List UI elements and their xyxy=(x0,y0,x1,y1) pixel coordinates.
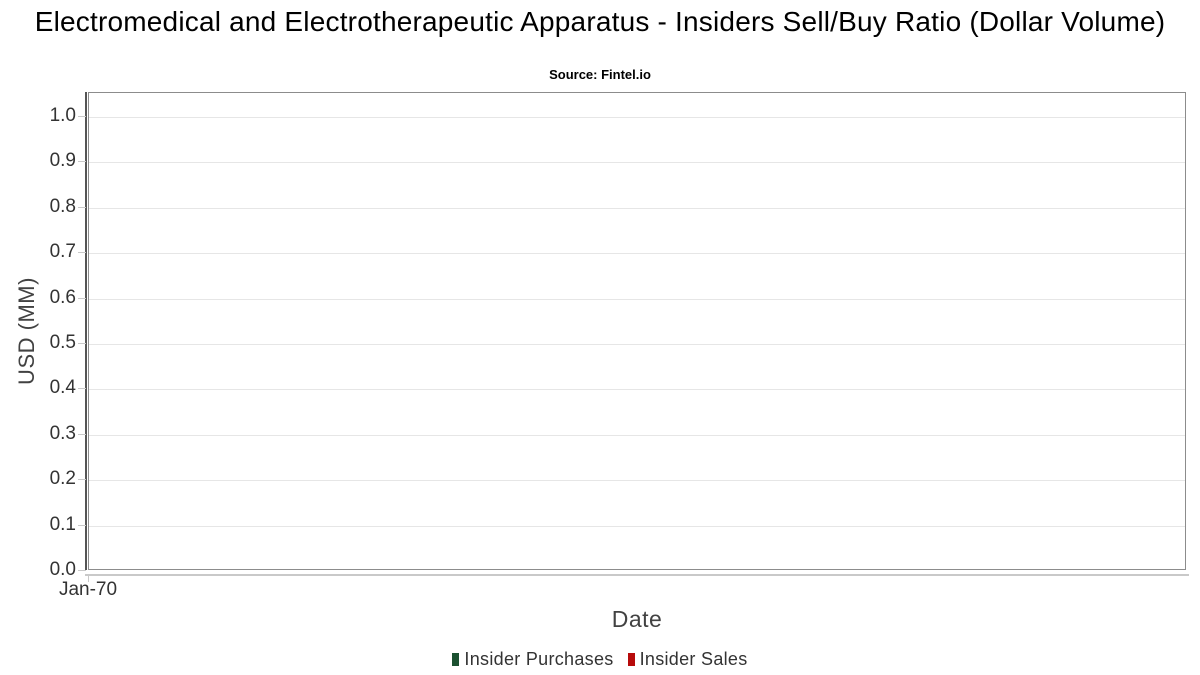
gridline xyxy=(89,298,1185,300)
chart-title: Electromedical and Electrotherapeutic Ap… xyxy=(34,6,1166,37)
plot-area xyxy=(88,92,1186,570)
y-tick xyxy=(78,388,86,390)
gridline xyxy=(89,162,1185,164)
gridline xyxy=(89,525,1185,527)
y-tick xyxy=(78,479,86,481)
y-tick xyxy=(78,524,86,526)
y-tick-label: 0.2 xyxy=(49,468,76,490)
y-tick xyxy=(78,206,86,208)
gridline xyxy=(89,344,1185,345)
y-tick-label: 0.3 xyxy=(49,422,76,444)
y-tick xyxy=(78,570,86,571)
y-tick xyxy=(78,161,86,163)
legend: Insider Purchases Insider Sales xyxy=(0,646,1200,672)
y-tick-label: 0.0 xyxy=(49,559,76,580)
y-axis-line xyxy=(85,92,87,570)
gridline xyxy=(89,480,1185,482)
y-tick xyxy=(78,116,86,117)
x-tick xyxy=(88,574,89,582)
y-tick-label: 0.6 xyxy=(49,286,76,308)
gridline xyxy=(89,253,1185,255)
legend-marker-sales-icon xyxy=(627,652,635,666)
y-tick xyxy=(78,297,86,299)
y-tick-label: 0.5 xyxy=(49,332,76,353)
legend-label: Insider Sales xyxy=(639,648,748,669)
y-tick-label: 0.7 xyxy=(49,241,76,263)
y-tick-label: 0.1 xyxy=(49,513,76,535)
legend-item-sales[interactable]: Insider Sales xyxy=(627,648,748,670)
x-axis-line xyxy=(85,574,1189,576)
y-tick-label: 0.4 xyxy=(49,377,76,399)
x-axis-title: Date xyxy=(611,606,663,632)
y-tick-label: 0.8 xyxy=(49,195,76,217)
gridline xyxy=(89,434,1185,436)
x-tick-label: Jan-70 xyxy=(58,579,118,600)
y-tick-label: 1.0 xyxy=(49,105,76,126)
gridline xyxy=(89,207,1185,209)
legend-label: Insider Purchases xyxy=(464,648,614,669)
gridline xyxy=(89,389,1185,391)
legend-marker-purchases-icon xyxy=(452,652,460,666)
chart-subtitle: Source: Fintel.io xyxy=(549,67,651,82)
y-tick xyxy=(78,252,86,254)
y-tick xyxy=(78,433,86,435)
y-tick xyxy=(78,343,86,344)
legend-item-purchases[interactable]: Insider Purchases xyxy=(452,649,613,670)
gridline xyxy=(89,117,1185,118)
y-tick-label: 0.9 xyxy=(49,150,76,172)
